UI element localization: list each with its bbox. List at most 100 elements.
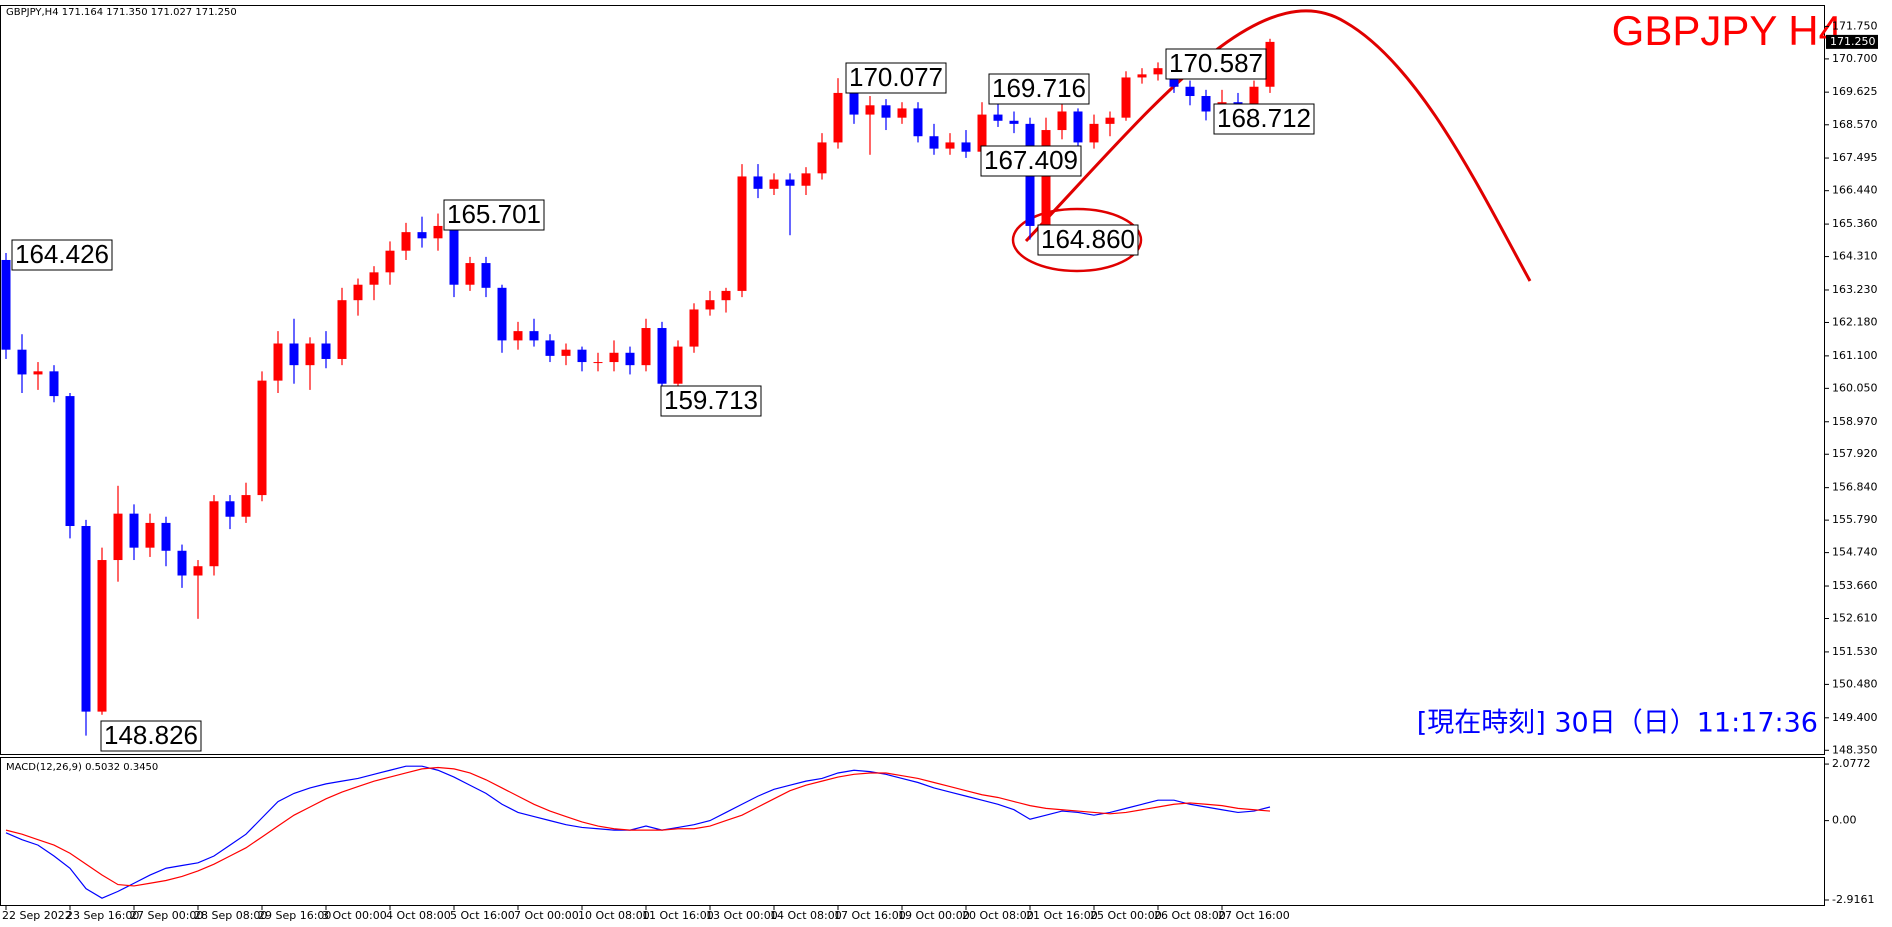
- x-tick-label: 10 Oct 08:00: [578, 909, 650, 922]
- candle-body: [1089, 123, 1099, 143]
- candle-body: [113, 513, 123, 561]
- annotation-box: [1165, 48, 1267, 80]
- candle-body: [801, 173, 811, 186]
- x-tick-label: 27 Sep 00:00: [130, 909, 203, 922]
- candle-body: [977, 114, 987, 152]
- candle-body: [1, 259, 11, 350]
- macd-line: [5, 766, 1271, 887]
- candle-body: [625, 352, 635, 366]
- x-tick-label: 21 Oct 16:00: [1026, 909, 1098, 922]
- candle-body: [241, 495, 251, 517]
- x-tick-label: 26 Oct 08:00: [1154, 909, 1226, 922]
- candle-body: [1041, 130, 1051, 226]
- candle-body: [97, 560, 107, 712]
- candle-body: [865, 105, 875, 115]
- candle-body: [593, 362, 603, 364]
- candle-body: [433, 225, 443, 239]
- candle-body: [353, 284, 363, 301]
- y-tick-label: 167.495: [1832, 151, 1878, 164]
- candle-body: [145, 522, 155, 548]
- clock: [現在時刻] 30日（日）11:17:36: [1417, 708, 1818, 739]
- candle-body: [913, 108, 923, 137]
- x-tick-label: 29 Sep 16:00: [258, 909, 331, 922]
- y-tick-label: 164.310: [1832, 250, 1878, 263]
- annotation: 159.713: [664, 385, 758, 415]
- chart-title: GBPJPY H4: [1612, 7, 1842, 54]
- candle-body: [929, 136, 939, 149]
- candle-body: [769, 179, 779, 189]
- annotation: 165.701: [447, 199, 541, 229]
- candle-body: [513, 331, 523, 341]
- annotation: 164.860: [1041, 224, 1135, 254]
- last-price-label: 171.250: [1830, 35, 1876, 48]
- x-tick-label: 3 Oct 00:00: [322, 909, 387, 922]
- candle-body: [369, 272, 379, 285]
- annotation-box: [100, 720, 202, 752]
- candle-body: [945, 142, 955, 149]
- annotation: 170.077: [849, 62, 943, 92]
- header: GBPJPY,H4 171.164 171.350 171.027 171.25…: [6, 7, 237, 18]
- candle-body: [561, 349, 571, 356]
- candle-body: [689, 309, 699, 347]
- candle-body: [961, 142, 971, 152]
- candle-body: [673, 346, 683, 384]
- candle-body: [81, 526, 91, 712]
- candle-body: [417, 232, 427, 239]
- y-tick-label: 157.920: [1832, 447, 1878, 460]
- candle-body: [1057, 111, 1067, 131]
- annotation: 168.712: [1217, 103, 1311, 133]
- x-tick-label: 23 Sep 16:00: [66, 909, 139, 922]
- forecast-arc: [1024, 9, 1532, 282]
- x-tick-label: 17 Oct 16:00: [834, 909, 906, 922]
- candle-body: [881, 105, 891, 118]
- annotation-box: [988, 73, 1090, 105]
- annotation: 167.409: [984, 145, 1078, 175]
- y-tick-label: 170.700: [1832, 52, 1878, 65]
- macd-title: MACD(12,26,9) 0.5032 0.3450: [6, 762, 158, 773]
- candle-body: [1105, 117, 1115, 124]
- candle-body: [321, 343, 331, 359]
- y-tick-label: 161.100: [1832, 349, 1878, 362]
- x-tick-label: 4 Oct 08:00: [386, 909, 451, 922]
- y-tick-label: 156.840: [1832, 481, 1878, 494]
- y-tick-label: 168.570: [1832, 118, 1878, 131]
- macd-line: [5, 765, 1271, 899]
- x-tick-label: 13 Oct 00:00: [706, 909, 778, 922]
- candle-body: [449, 225, 459, 285]
- y-tick-label: -2.9161: [1832, 893, 1874, 906]
- highlight-ellipse: [1011, 207, 1143, 273]
- candle-body: [993, 114, 1003, 121]
- y-tick-label: 150.480: [1832, 677, 1878, 690]
- annotation: 164.426: [15, 239, 109, 269]
- candle-body: [529, 331, 539, 341]
- y-tick-label: 162.180: [1832, 315, 1878, 328]
- candle-body: [737, 176, 747, 291]
- candle-body: [337, 300, 347, 359]
- y-tick-label: 153.660: [1832, 579, 1878, 592]
- main-frame: [0, 5, 1825, 755]
- annotation-box: [980, 145, 1082, 177]
- candle-body: [1153, 68, 1163, 75]
- annotation: 148.826: [104, 720, 198, 750]
- candle-body: [225, 501, 235, 517]
- candle-body: [609, 352, 619, 363]
- y-tick-label: 151.530: [1832, 645, 1878, 658]
- candle-body: [785, 179, 795, 186]
- candle-body: [33, 371, 43, 375]
- candle-body: [497, 287, 507, 341]
- candle-body: [1073, 111, 1083, 143]
- y-tick-label: 163.230: [1832, 283, 1878, 296]
- candle-body: [209, 501, 219, 567]
- macd-frame: [0, 757, 1825, 906]
- candle-body: [273, 343, 283, 381]
- annotation-box: [1037, 224, 1139, 256]
- candle-body: [833, 92, 843, 143]
- candle-body: [849, 92, 859, 115]
- x-tick-label: 22 Sep 2022: [2, 909, 72, 922]
- y-tick-label: 154.740: [1832, 546, 1878, 559]
- y-tick-label: 152.610: [1832, 612, 1878, 625]
- candle-body: [193, 566, 203, 576]
- y-tick-label: 158.970: [1832, 415, 1878, 428]
- candle-body: [161, 522, 171, 551]
